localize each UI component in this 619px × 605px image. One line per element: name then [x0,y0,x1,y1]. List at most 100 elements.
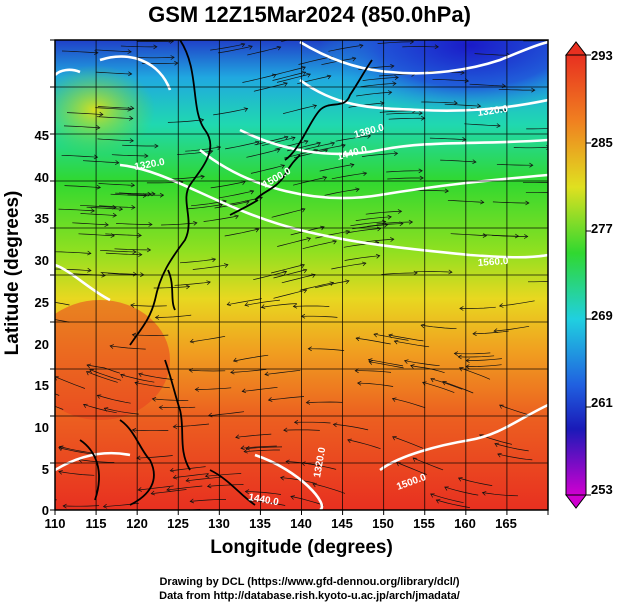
streamline [421,324,457,330]
streamline [298,56,333,65]
streamline-arrow [276,46,282,51]
streamline [404,360,440,367]
streamline-arrow [96,184,101,190]
streamline-arrow [312,482,317,488]
streamline-arrow [383,222,389,228]
streamline [369,361,404,369]
x-tick-label: 165 [495,516,517,531]
streamline-arrow [240,42,246,48]
streamline-arrow [62,503,67,509]
streamline-arrow [58,445,64,450]
streamline-arrow [206,483,212,489]
streamline [283,105,317,114]
streamline-arrow [410,364,415,369]
streamline-arrow [457,477,463,482]
streamline [368,359,404,367]
streamline [525,192,548,194]
streamline [361,152,398,157]
streamline [444,103,481,107]
streamline-arrow [204,473,210,479]
streamline-arrow [130,182,136,188]
streamline [235,433,272,438]
colorbar-label: 261 [591,395,613,410]
streamline [186,476,222,482]
streamline [528,281,548,283]
streamline [207,484,244,487]
streamline [308,348,345,351]
x-axis-label: Longitude (degrees) [210,537,393,558]
streamline [192,264,228,270]
colorbar-label: 269 [591,308,613,323]
y-tick-label: 35 [35,211,49,226]
streamline-arrow [22,494,26,498]
y-tick-label: 30 [35,253,49,268]
streamline-arrow [200,174,205,180]
streamline [442,381,474,394]
streamline-arrow [172,474,178,480]
streamline [362,77,399,81]
streamline [376,221,413,225]
streamline [214,201,249,209]
streamline-arrow [87,250,92,256]
streamline [95,49,132,53]
streamline-arrow [403,359,409,364]
streamline-arrow [283,427,288,433]
streamline [122,144,158,147]
streamline [99,205,135,208]
streamline [302,240,337,250]
streamline-arrow [153,44,158,50]
y-tick-label: 45 [35,128,49,143]
y-tick-label: 20 [35,337,49,352]
streamline-arrow [361,261,367,267]
streamline-arrow [166,487,171,492]
streamline-arrow [367,358,373,363]
streamline-arrow [280,164,286,169]
streamline [250,164,285,174]
streamline-arrow [305,400,311,405]
streamline-arrow [134,381,139,386]
streamline-arrow [351,56,357,62]
streamline [116,223,152,225]
streamline-arrow [322,176,328,181]
streamline-arrow [282,270,288,275]
streamline [429,137,466,141]
streamline-arrow [130,303,135,308]
streamline-arrow [127,106,132,112]
streamline [247,46,281,56]
streamline-arrow [128,71,133,77]
streamline [458,355,495,358]
streamline [482,492,519,497]
streamline-arrow [345,279,350,285]
streamline-arrow [320,225,325,231]
streamline [387,177,424,180]
streamline [466,358,502,361]
contour-label: 1560.0 [477,256,509,269]
streamline [388,117,425,120]
streamline [190,499,227,502]
streamline [465,364,502,367]
streamline-arrow [302,268,308,274]
streamline [97,106,134,109]
streamline-arrow [316,141,322,147]
streamline [104,407,139,415]
streamline [55,499,57,501]
streamline [300,142,335,151]
streamline [210,181,246,189]
streamline [96,116,133,119]
streamline [493,325,530,332]
streamline-arrow [230,369,235,375]
streamline [293,305,330,307]
streamline [306,401,343,404]
streamline [499,404,532,416]
streamline [89,369,122,381]
streamline-arrow [112,204,117,210]
streamline-arrow [482,233,488,238]
streamline-arrow [151,191,156,197]
streamline-arrow [555,180,559,184]
streamline [166,485,203,491]
streamline [242,386,278,392]
streamline [155,314,192,318]
streamline [136,455,173,459]
streamline [274,140,308,150]
streamline-arrow [493,328,498,333]
